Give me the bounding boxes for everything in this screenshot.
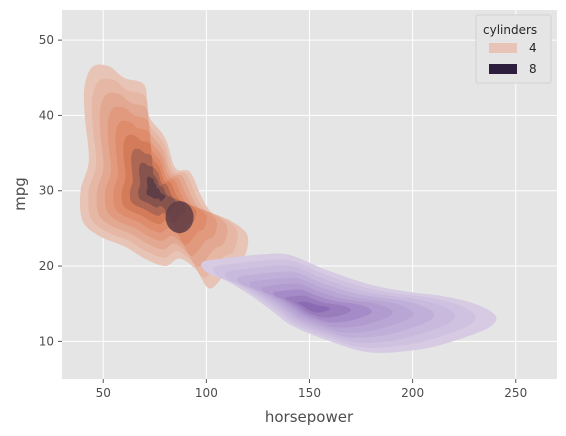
x-tick-label: 100 xyxy=(195,386,218,400)
density-level-8 xyxy=(297,301,331,313)
x-tick-label: 50 xyxy=(96,386,111,400)
x-tick-label: 150 xyxy=(298,386,321,400)
density-level-4 xyxy=(146,176,166,202)
x-axis-ticks: 50 100 150 200 250 xyxy=(96,379,527,400)
x-tick-label: 250 xyxy=(504,386,527,400)
legend-swatch-4 xyxy=(489,43,517,53)
series-8-density xyxy=(201,253,497,353)
density-level-4 xyxy=(138,162,176,213)
y-tick-label: 20 xyxy=(39,259,54,273)
y-tick-label: 40 xyxy=(39,108,54,122)
series-4-density xyxy=(79,64,249,289)
y-tick-label: 50 xyxy=(39,33,54,47)
x-tick-label: 200 xyxy=(401,386,424,400)
density-peak-4 xyxy=(165,201,194,234)
legend: cylinders 4 8 xyxy=(475,14,552,84)
legend-label-4: 4 xyxy=(529,41,537,55)
y-axis-ticks: 10 20 30 40 50 xyxy=(39,33,62,348)
x-axis-label: horsepower xyxy=(265,408,354,426)
legend-title: cylinders xyxy=(483,23,537,37)
y-tick-label: 30 xyxy=(39,184,54,198)
y-tick-label: 10 xyxy=(39,334,54,348)
y-axis-label: mpg xyxy=(11,177,29,211)
legend-swatch-8 xyxy=(489,64,517,74)
legend-label-8: 8 xyxy=(529,62,537,76)
